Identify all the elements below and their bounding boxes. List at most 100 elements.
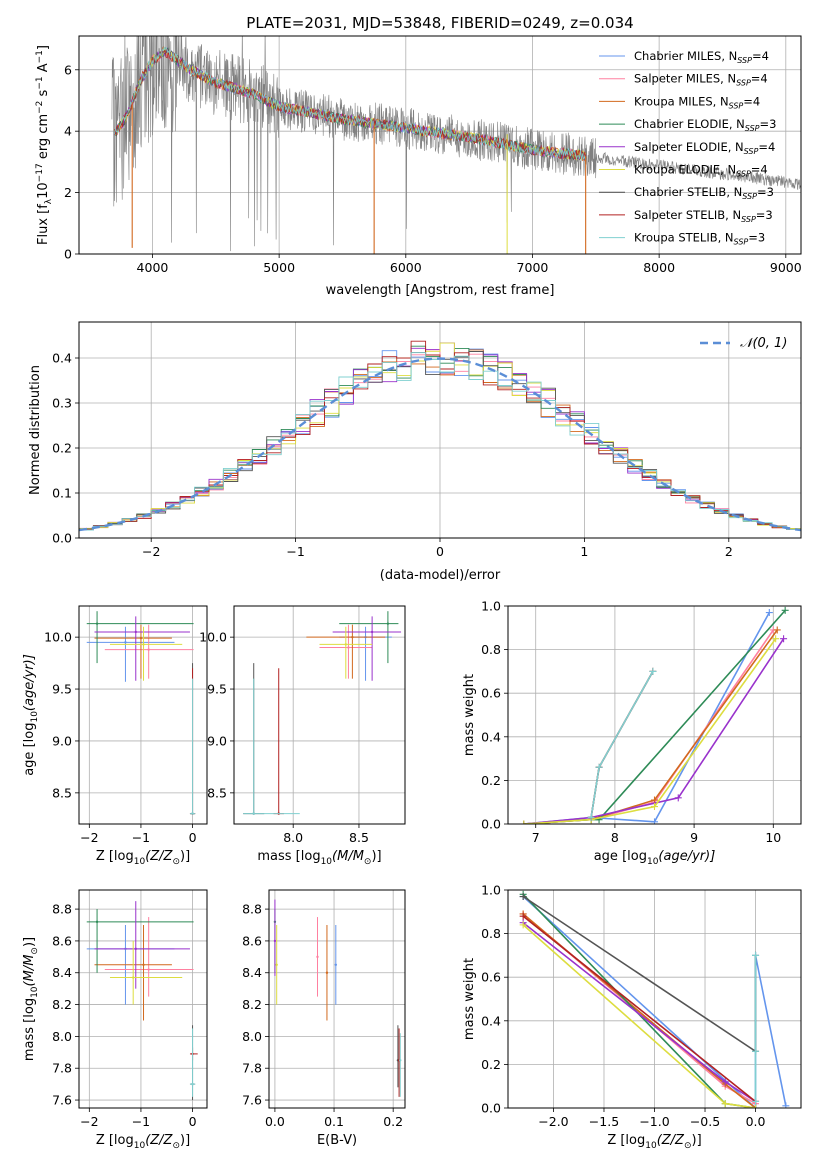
y-axis-label: Normed distribution: [28, 365, 43, 495]
legend-entry-4: Salpeter ELODIE, NSSP=4: [634, 140, 775, 156]
weight-marker-4: [721, 1078, 729, 1086]
legend-entry-5: Kroupa ELODIE, NSSP=4: [634, 163, 768, 179]
x-tick-label: 0.2: [383, 1114, 403, 1129]
y-tick-label: 7.6: [242, 1093, 262, 1108]
axes-frame: [78, 889, 208, 1109]
weight-vs-age-panel: 7 8 9 10 0.0 0.2 0.4 0.6 0.8 1.0 age [log10(age/yr…: [462, 599, 802, 867]
x-tick-label: 9000: [770, 260, 802, 275]
y-axis-label: mass weight: [462, 674, 477, 756]
point-marker-8: [252, 812, 255, 815]
point-marker-2: [139, 636, 143, 640]
x-tick-label: 8.5: [349, 830, 369, 845]
y-axis-label: mass [log10(M/M⊙)]: [22, 937, 40, 1061]
weight-marker-2: [651, 796, 658, 804]
point-marker-1: [147, 968, 150, 971]
plot-area: [520, 606, 789, 824]
point-marker-2: [325, 971, 329, 974]
point-marker-4: [134, 947, 137, 951]
weight-line-4: [523, 638, 785, 824]
weight-line-3: [523, 609, 786, 824]
point-marker-3: [95, 920, 99, 924]
x-tick-label: 1: [580, 544, 588, 559]
x-tick-label: 9: [690, 830, 698, 845]
x-axis-label: Z [log10(Z/Z⊙)]: [96, 849, 190, 867]
y-axis-label: Flux [fλ10−17 erg cm−2 s−1 A−1]: [35, 45, 54, 245]
weight-marker-8: [752, 1097, 760, 1105]
spectrum-panel: 4000 5000 6000 7000 8000 9000 0 2 4 6 PLATE=2031, …: [35, 14, 802, 298]
plot-area: [86, 901, 198, 1101]
x-tick-label: 0.0: [746, 1114, 766, 1129]
y-tick-label: 8.2: [52, 997, 72, 1012]
age-vs-mass-panel: 8.0 8.5 8.5 9.0 9.5 10.0 mass [log10(M/M⊙)]: [199, 605, 406, 867]
y-tick-label: 7.8: [242, 1061, 262, 1076]
y-tick-label: 8.6: [242, 933, 262, 948]
point-marker-1: [347, 646, 350, 649]
weight-marker-3: [781, 606, 789, 614]
weight-marker-4: [780, 635, 788, 643]
normal-curve: [79, 357, 801, 532]
x-tick-label: 7: [532, 830, 540, 845]
x-tick-label: 0.1: [324, 1114, 344, 1129]
plot-area: [519, 890, 790, 1108]
x-tick-label: −2: [80, 1114, 98, 1129]
weight-marker-5: [520, 820, 528, 824]
x-tick-label: 8.0: [283, 830, 303, 845]
point-marker-1: [147, 648, 150, 651]
point-marker-5: [344, 643, 348, 646]
x-axis-label: E(B-V): [317, 1133, 357, 1148]
x-tick-label: 8000: [643, 260, 675, 275]
y-tick-label: 0.0: [481, 1101, 501, 1116]
legend-entry-7: Salpeter STELIB, NSSP=3: [634, 208, 773, 224]
y-tick-label: 0.8: [481, 926, 501, 941]
y-tick-label: 9.5: [207, 682, 227, 697]
weight-marker-0: [782, 1102, 790, 1108]
weight-marker-7: [519, 912, 527, 920]
y-tick-label: 8.4: [242, 965, 262, 980]
y-tick-label: 7.6: [52, 1093, 72, 1108]
legend: Chabrier MILES, NSSP=4 Salpeter MILES, NS…: [599, 49, 776, 247]
weight-line-1: [523, 629, 774, 824]
y-tick-label: 0.3: [52, 396, 72, 411]
y-tick-label: 0.6: [481, 686, 501, 701]
x-tick-label: −2: [80, 830, 98, 845]
axes-frame: [233, 605, 406, 825]
point-marker-0: [334, 963, 338, 966]
x-tick-label: −2: [142, 544, 160, 559]
y-tick-label: 0.2: [481, 1057, 501, 1072]
y-axis-label: age [log10(age/yr)]: [22, 654, 40, 776]
mass-vs-ebv-panel: 0.0 0.1 0.2 7.6 7.8 8.0 8.2 8.4 8.6 8.8 E(B-V): [242, 889, 406, 1148]
normal-legend-label: 𝒩(0, 1): [740, 336, 787, 351]
weight-line-5: [523, 638, 777, 824]
y-tick-label: 6: [64, 62, 72, 77]
y-tick-label: 0: [64, 247, 72, 262]
x-tick-label: −1: [286, 544, 304, 559]
point-marker-5: [142, 643, 145, 646]
x-axis-label: (data-model)/error: [380, 568, 501, 583]
weight-marker-8: [752, 951, 760, 959]
plot-area: [111, 36, 801, 254]
legend-entry-2: Kroupa MILES, NSSP=4: [634, 94, 760, 110]
point-marker-8: [399, 1059, 402, 1062]
y-tick-label: 9.0: [207, 733, 227, 748]
legend-entry-8: Kroupa STELIB, NSSP=3: [634, 231, 765, 247]
axes-frame: [78, 35, 802, 255]
x-axis-label: Z [log10(Z/Z⊙)]: [96, 1133, 190, 1151]
y-tick-label: 9.0: [52, 733, 72, 748]
x-axis-label: wavelength [Angstrom, rest frame]: [326, 283, 555, 298]
y-tick-label: 0.2: [481, 773, 501, 788]
y-tick-label: 8.4: [52, 965, 72, 980]
point-marker-5: [131, 976, 135, 979]
point-marker-3: [386, 622, 390, 625]
legend-entry-0: Chabrier MILES, NSSP=4: [634, 49, 769, 65]
x-tick-label: 7000: [517, 260, 549, 275]
axes-frame: [78, 605, 208, 825]
plot-area: [273, 899, 402, 1097]
weight-marker-5: [772, 635, 780, 643]
y-tick-label: 7.8: [52, 1061, 72, 1076]
y-tick-label: 0.8: [481, 642, 501, 657]
weight-marker-5: [651, 803, 658, 811]
x-axis-label: age [log10(age/yr)]: [594, 849, 716, 867]
y-tick-label: 2: [64, 185, 72, 200]
point-marker-2: [142, 963, 145, 966]
